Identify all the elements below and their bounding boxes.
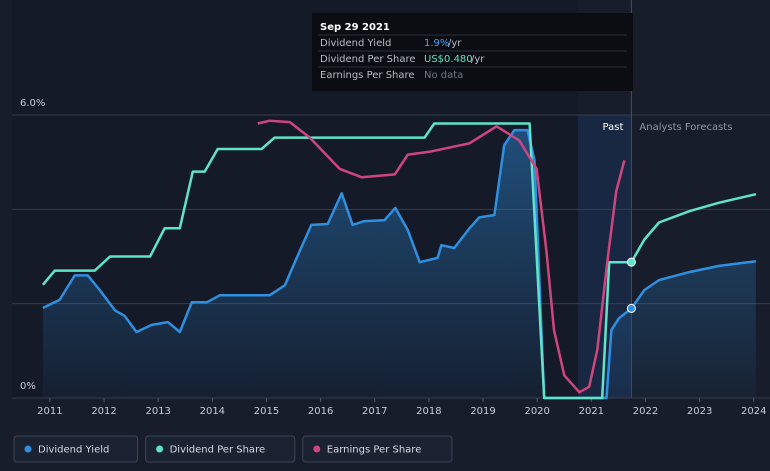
legend-swatch bbox=[313, 445, 321, 453]
x-tick-label: 2015 bbox=[254, 406, 279, 417]
x-tick-label: 2021 bbox=[579, 406, 604, 417]
x-tick-label: 2024 bbox=[741, 406, 766, 417]
tooltip-value: 1.9% bbox=[424, 38, 449, 49]
x-tick-label: 2017 bbox=[362, 406, 387, 417]
legend: Dividend Yield Dividend Per Share Earnings… bbox=[13, 435, 453, 463]
series-area bbox=[42, 130, 756, 398]
tooltip-value: US$0.480 bbox=[424, 54, 473, 65]
y-tick-label: 0% bbox=[20, 381, 36, 392]
legend-box[interactable] bbox=[145, 435, 296, 463]
x-tick-label: 2012 bbox=[91, 406, 116, 417]
tooltip-label: Dividend Per Share bbox=[320, 54, 416, 65]
x-tick-label: 2018 bbox=[416, 406, 441, 417]
tooltip-label: Earnings Per Share bbox=[320, 70, 415, 81]
region-label: Past bbox=[603, 122, 624, 133]
x-tick-label: 2013 bbox=[145, 406, 170, 417]
x-tick-label: 2023 bbox=[687, 406, 712, 417]
point-marker bbox=[626, 257, 636, 267]
tooltip-date: Sep 29 2021 bbox=[320, 22, 390, 33]
legend-item[interactable]: Dividend Per Share bbox=[145, 435, 296, 463]
series-line bbox=[41, 122, 757, 400]
tooltip-label: Dividend Yield bbox=[320, 38, 391, 49]
legend-label: Earnings Per Share bbox=[327, 445, 422, 456]
tooltip: Sep 29 2021 Dividend Yield 1.9% /yr Divi… bbox=[312, 13, 633, 91]
tooltip-box bbox=[312, 13, 633, 91]
x-tick-label: 2022 bbox=[633, 406, 658, 417]
legend-swatch bbox=[156, 445, 164, 453]
y-tick-label: 6.0% bbox=[20, 98, 45, 109]
legend-label: Dividend Per Share bbox=[170, 445, 266, 456]
tooltip-unit: /yr bbox=[471, 54, 485, 65]
series-line bbox=[42, 128, 757, 400]
tooltip-unit: /yr bbox=[448, 38, 462, 49]
x-tick-label: 2016 bbox=[308, 406, 333, 417]
region-label: Analysts Forecasts bbox=[639, 122, 732, 133]
legend-label: Dividend Yield bbox=[38, 445, 109, 456]
tooltip-value: No data bbox=[424, 70, 463, 81]
plot-area: 0% 6.0% 2011 2012 2013 2014 2015 2016 2017 2018 20… bbox=[12, 0, 770, 417]
legend-item[interactable]: Dividend Yield bbox=[13, 435, 139, 463]
legend-item[interactable]: Earnings Per Share bbox=[302, 435, 453, 463]
x-tick-label: 2020 bbox=[524, 406, 549, 417]
point-marker bbox=[626, 303, 636, 313]
x-tick-label: 2011 bbox=[37, 406, 62, 417]
x-tick-label: 2019 bbox=[470, 406, 495, 417]
legend-swatch bbox=[24, 445, 32, 453]
legend-box[interactable] bbox=[13, 435, 139, 463]
series-line bbox=[257, 119, 626, 394]
x-tick-label: 2014 bbox=[200, 406, 225, 417]
legend-box[interactable] bbox=[302, 435, 453, 463]
